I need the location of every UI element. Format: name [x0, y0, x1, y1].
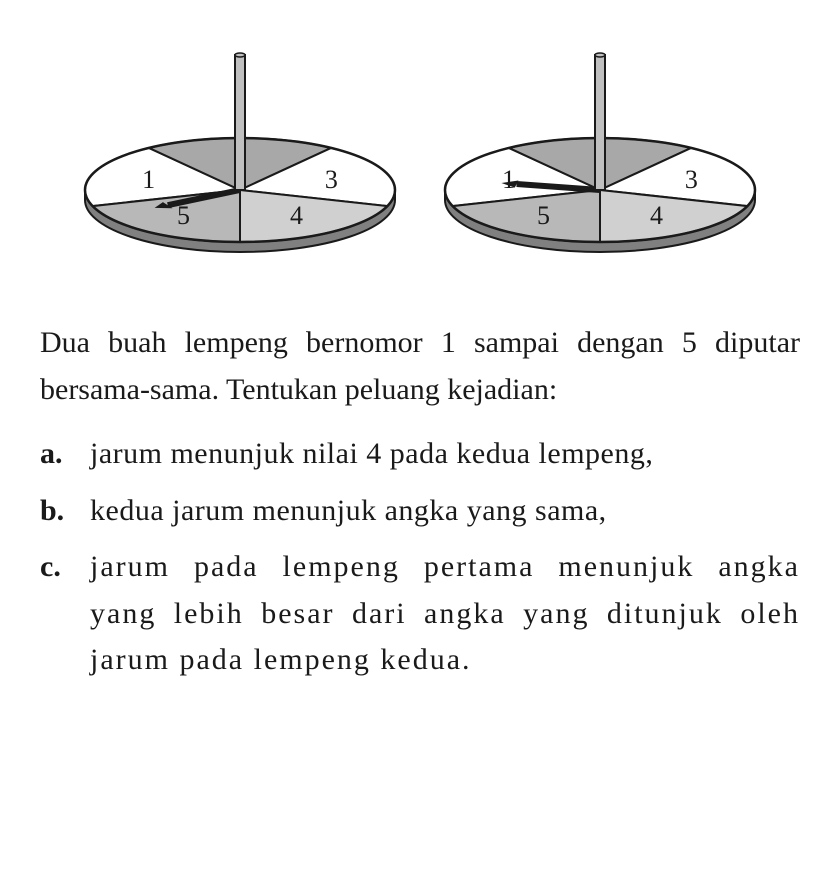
spinner-a: 12345 [70, 40, 410, 270]
svg-text:3: 3 [325, 165, 338, 194]
svg-text:3: 3 [685, 165, 698, 194]
question-c: c. jarum pada lempeng pertama menunjuk a… [40, 544, 800, 684]
svg-text:4: 4 [290, 201, 303, 230]
spinner-b: 12345 [430, 40, 770, 270]
marker-c: c. [40, 544, 90, 684]
text-a: jarum menunjuk nilai 4 pada kedua lempen… [90, 431, 800, 478]
marker-b: b. [40, 488, 90, 535]
text-b: kedua jarum menunjuk angka yang sama, [90, 488, 800, 535]
spinners-row: 12345 12345 [40, 30, 800, 280]
question-b: b. kedua jarum menunjuk angka yang sama, [40, 488, 800, 535]
problem-text: Dua buah lempeng bernomor 1 sampai denga… [40, 320, 800, 684]
spinner-b-svg: 12345 [430, 40, 770, 270]
intro-paragraph: Dua buah lempeng bernomor 1 sampai denga… [40, 320, 800, 413]
svg-text:4: 4 [650, 201, 663, 230]
question-a: a. jarum menunjuk nilai 4 pada kedua lem… [40, 431, 800, 478]
svg-text:1: 1 [142, 165, 155, 194]
question-list: a. jarum menunjuk nilai 4 pada kedua lem… [40, 431, 800, 684]
svg-text:5: 5 [537, 201, 550, 230]
svg-text:1: 1 [502, 165, 515, 194]
marker-a: a. [40, 431, 90, 478]
spinner-a-svg: 12345 [70, 40, 410, 270]
text-c: jarum pada lempeng pertama menunjuk angk… [90, 544, 800, 684]
